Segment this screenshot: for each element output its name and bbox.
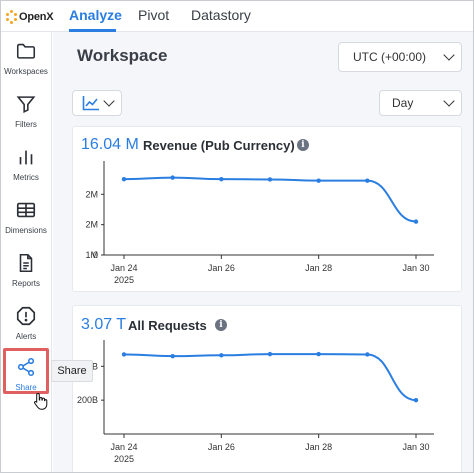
hand-cursor-icon xyxy=(34,392,48,410)
chart-card-requests: 3.07 T All Requests i 200B B Jan 24 Jan 26 J… xyxy=(72,305,462,473)
metric-label: Revenue (Pub Currency) xyxy=(143,138,295,153)
y-tick-label: 2M xyxy=(85,189,98,199)
timezone-select-value: UTC (+00:00) xyxy=(353,50,427,64)
bar-chart-icon xyxy=(19,150,33,165)
x-year-label: 2025 xyxy=(114,454,134,464)
table-icon xyxy=(16,202,36,218)
tab-datastory[interactable]: Datastory xyxy=(191,7,251,23)
share-icon xyxy=(17,357,35,377)
chart-type-select[interactable] xyxy=(72,90,122,116)
y-tick-label: B xyxy=(92,361,98,371)
alert-icon xyxy=(16,306,36,326)
y-tick-label: 0 xyxy=(93,250,98,260)
y-tick-label: 200B xyxy=(77,395,98,405)
x-tick-label: Jan 26 xyxy=(208,263,235,273)
data-point xyxy=(413,219,419,224)
series-line xyxy=(123,353,417,402)
line-chart-icon xyxy=(82,96,99,111)
chevron-down-icon xyxy=(443,95,455,107)
sidebar-item-label: Dimensions xyxy=(5,226,47,235)
x-year-label: 2025 xyxy=(114,275,134,285)
metric-value: 3.07 T xyxy=(81,316,127,333)
data-point xyxy=(121,176,127,182)
sidebar-item-alerts[interactable]: Alerts xyxy=(0,301,52,351)
sidebar-item-reports[interactable]: Reports xyxy=(0,248,52,298)
data-point xyxy=(170,353,175,359)
data-point xyxy=(267,177,273,182)
y-tick-label: 2M xyxy=(85,220,98,230)
metric-label: All Requests xyxy=(128,318,207,333)
metric-value: 16.04 M xyxy=(81,136,139,153)
sidebar-item-label: Share xyxy=(15,383,37,392)
sidebar-item-label: Metrics xyxy=(13,173,39,182)
openx-logo-mark xyxy=(6,10,18,24)
data-point xyxy=(219,353,224,358)
data-point xyxy=(121,352,127,357)
sidebar-item-metrics[interactable]: Metrics xyxy=(0,142,52,192)
active-tab-indicator xyxy=(69,29,116,32)
top-bar: OpenX Analyze Pivot Datastory xyxy=(0,0,474,32)
sidebar-item-dimensions[interactable]: Dimensions xyxy=(0,195,52,245)
page-title: Workspace xyxy=(77,46,168,65)
series-line xyxy=(123,176,417,223)
share-tooltip: Share xyxy=(51,360,93,382)
x-tick-label: Jan 24 xyxy=(110,442,137,452)
revenue-chart: 01M 2M 2M Jan 24 Jan 26 Jan 28 Jan 30 2025 xyxy=(85,161,434,285)
chevron-down-icon xyxy=(103,95,115,107)
chart-card-revenue: 16.04 M Revenue (Pub Currency) i 0 1M 2M 2M… xyxy=(72,126,462,292)
granularity-select-value: Day xyxy=(392,96,414,110)
document-icon xyxy=(19,253,33,273)
x-tick-label: Jan 30 xyxy=(402,442,429,452)
info-icon[interactable]: i xyxy=(297,139,309,151)
data-point xyxy=(316,178,321,183)
tab-pivot[interactable]: Pivot xyxy=(138,7,170,23)
data-point xyxy=(365,352,370,357)
granularity-select[interactable]: Day xyxy=(379,90,462,116)
x-tick-label: Jan 24 xyxy=(110,263,137,273)
requests-chart: 200B B Jan 24 Jan 26 Jan 28 Jan 30 2025 xyxy=(77,340,434,464)
tab-analyze[interactable]: Analyze xyxy=(69,7,122,23)
sidebar-item-workspaces[interactable]: Workspaces xyxy=(0,36,52,86)
data-point xyxy=(413,397,419,403)
sidebar-item-filters[interactable]: Filters xyxy=(0,89,52,139)
x-tick-label: Jan 26 xyxy=(208,442,235,452)
filter-icon xyxy=(16,96,36,114)
y-tick-label: 1M xyxy=(85,250,98,260)
x-tick-label: Jan 28 xyxy=(305,263,332,273)
timezone-select[interactable]: UTC (+00:00) xyxy=(338,42,462,72)
sidebar-item-share[interactable]: Share xyxy=(0,352,52,402)
chevron-down-icon xyxy=(443,49,455,61)
x-tick-label: Jan 30 xyxy=(402,263,429,273)
share-highlight xyxy=(3,348,49,394)
folder-icon xyxy=(16,43,36,59)
x-tick-label: Jan 28 xyxy=(305,442,332,452)
sidebar-item-label: Reports xyxy=(11,279,40,288)
sidebar-item-label: Filters xyxy=(15,120,37,129)
openx-logo-text: OpenX xyxy=(19,11,54,23)
data-point xyxy=(365,178,370,183)
openx-logo[interactable]: OpenX xyxy=(6,9,54,25)
sidebar-item-label: Workspaces xyxy=(4,67,48,76)
data-point xyxy=(219,176,224,182)
data-point xyxy=(170,175,175,180)
data-point xyxy=(267,351,273,357)
sidebar-item-label: Alerts xyxy=(15,332,37,341)
info-icon[interactable]: i xyxy=(215,319,227,331)
data-point xyxy=(316,351,321,357)
